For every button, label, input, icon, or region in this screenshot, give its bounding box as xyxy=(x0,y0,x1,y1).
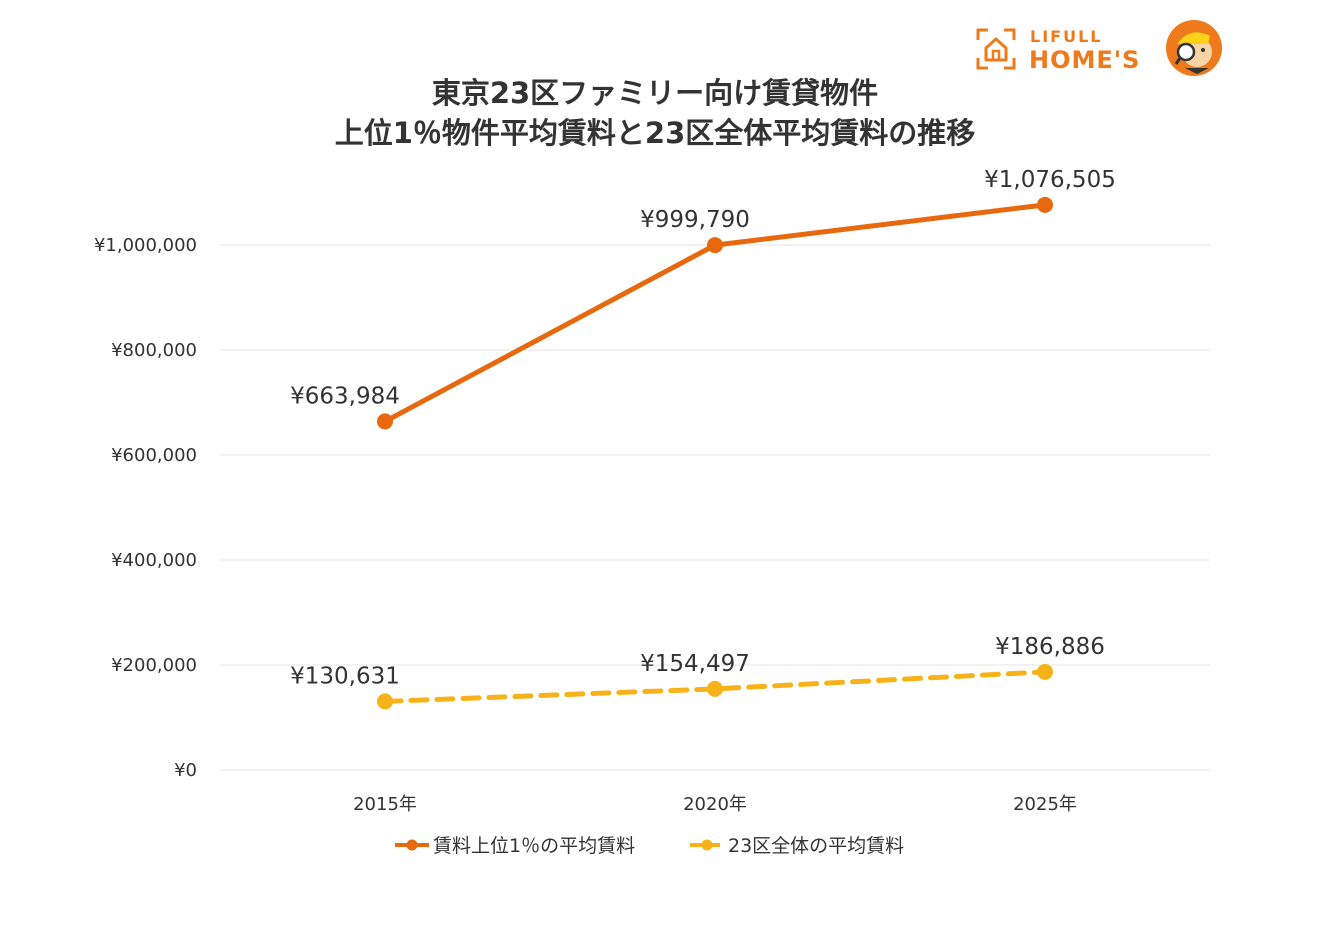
legend-marker xyxy=(406,839,418,851)
house-frame-icon xyxy=(976,28,1016,70)
y-tick-label: ¥400,000 xyxy=(111,550,197,571)
x-tick-label: 2025年 xyxy=(1013,794,1077,815)
data-point-0-0 xyxy=(377,413,393,430)
data-point-0-1 xyxy=(707,237,723,254)
mascot-icon xyxy=(1166,20,1222,76)
data-label-1-2: ¥186,886 xyxy=(995,634,1105,660)
data-point-1-1 xyxy=(707,680,723,697)
data-label-1-0: ¥130,631 xyxy=(290,663,400,689)
data-point-0-2 xyxy=(1037,196,1053,213)
x-tick-label: 2020年 xyxy=(683,794,747,815)
y-tick-label: ¥0 xyxy=(174,760,197,781)
data-label-0-0: ¥663,984 xyxy=(290,383,400,409)
legend-marker xyxy=(701,839,713,851)
y-tick-label: ¥1,000,000 xyxy=(94,235,197,256)
y-tick-label: ¥800,000 xyxy=(111,340,197,361)
legend-label: 23区全体の平均賃料 xyxy=(728,835,904,857)
data-label-1-1: ¥154,497 xyxy=(640,651,750,677)
y-tick-label: ¥200,000 xyxy=(111,655,197,676)
chart-title-line-2: 上位1％物件平均賃料と23区全体平均賃料の推移 xyxy=(335,116,976,150)
legend-label: 賃料上位1％の平均賃料 xyxy=(433,835,635,857)
logo-text-top: LIFULL xyxy=(1030,27,1102,46)
legend-item-0: 賃料上位1％の平均賃料 xyxy=(395,835,635,857)
legend-item-1: 23区全体の平均賃料 xyxy=(690,835,904,857)
chart-title-line-1: 東京23区ファミリー向け賃貸物件 xyxy=(432,76,878,110)
data-point-1-2 xyxy=(1037,663,1053,680)
data-point-1-0 xyxy=(377,693,393,710)
y-tick-label: ¥600,000 xyxy=(111,445,197,466)
data-label-0-2: ¥1,076,505 xyxy=(984,167,1116,193)
lifull-homes-logo: LIFULL HOME'S xyxy=(976,20,1222,76)
logo-text-main: HOME'S xyxy=(1029,46,1140,74)
x-tick-label: 2015年 xyxy=(353,794,417,815)
data-label-0-1: ¥999,790 xyxy=(640,207,750,233)
